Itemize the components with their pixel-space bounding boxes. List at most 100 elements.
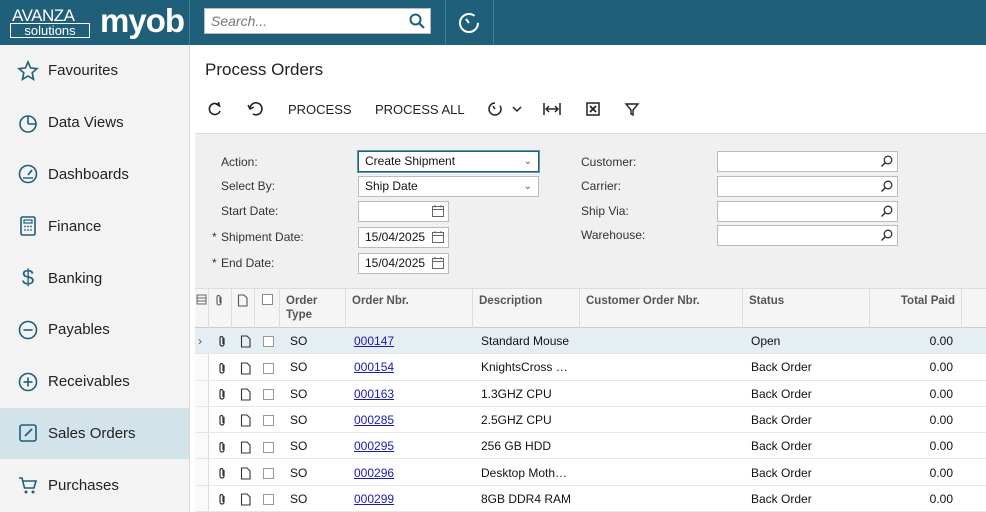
schedule-icon[interactable] xyxy=(487,93,503,125)
sidebar-item-receivables[interactable]: Receivables xyxy=(0,356,189,408)
sidebar-item-favourites[interactable]: Favourites xyxy=(0,45,189,97)
row-checkbox[interactable] xyxy=(263,407,275,433)
table-row[interactable]: › SO 000147 Standard Mouse Open 0.00 xyxy=(195,328,986,355)
process-button[interactable]: PROCESS xyxy=(288,101,352,117)
table-row[interactable]: SO 000154 KnightsCross … Back Order 0.00 xyxy=(195,354,986,381)
table-row[interactable]: SO 000295 256 GB HDD Back Order 0.00 xyxy=(195,433,986,460)
order-nbr-link[interactable]: 000154 xyxy=(354,360,395,375)
row-checkbox[interactable] xyxy=(263,381,275,407)
start-date-field[interactable] xyxy=(358,201,449,222)
order-type-cell: SO xyxy=(290,386,308,401)
dollar-icon: $ xyxy=(21,265,35,291)
search-icon[interactable] xyxy=(880,204,894,218)
row-checkbox[interactable] xyxy=(263,354,275,380)
sidebar-item-data-views[interactable]: Data Views xyxy=(0,97,189,149)
chevron-down-icon[interactable] xyxy=(512,93,522,125)
note-icon[interactable] xyxy=(240,407,252,433)
attachment-icon[interactable] xyxy=(217,486,229,512)
action-select[interactable]: Create Shipment ⌄ xyxy=(358,151,539,172)
calendar-icon[interactable] xyxy=(431,256,445,270)
note-icon[interactable] xyxy=(240,354,252,380)
filter-icon[interactable] xyxy=(624,93,640,125)
search-input[interactable] xyxy=(205,9,395,33)
company-logo[interactable]: AVANZA solutions myob xyxy=(0,0,190,45)
attachment-icon[interactable] xyxy=(217,328,229,354)
shipment-date-label: Shipment Date: xyxy=(221,230,304,244)
sidebar-item-banking[interactable]: $ Banking xyxy=(0,252,189,304)
table-row[interactable]: SO 000296 Desktop Moth… Back Order 0.00 xyxy=(195,460,986,486)
plus-circle-icon xyxy=(16,370,40,394)
note-icon[interactable] xyxy=(240,381,252,407)
table-row[interactable]: SO 000163 1.3GHZ CPU Back Order 0.00 xyxy=(195,381,986,407)
description-cell: Standard Mouse xyxy=(481,334,570,348)
calendar-icon[interactable] xyxy=(431,230,445,244)
attachment-icon[interactable] xyxy=(217,407,229,433)
table-row[interactable]: SO 000299 8GB DDR4 RAM Back Order 0.00 xyxy=(195,486,986,512)
undo-icon[interactable] xyxy=(246,93,264,125)
chevron-right-icon[interactable]: › xyxy=(198,334,202,348)
sidebar-item-purchases[interactable]: Purchases xyxy=(0,459,189,511)
attachment-icon[interactable] xyxy=(217,460,229,486)
customer-field[interactable] xyxy=(717,151,898,172)
grid-header: Order Type Order Nbr. Description Custom… xyxy=(195,288,986,329)
status-header[interactable]: Status xyxy=(743,289,870,329)
description-header[interactable]: Description xyxy=(473,289,580,329)
order-nbr-link[interactable]: 000295 xyxy=(354,439,395,454)
order-type-header[interactable]: Order Type xyxy=(280,289,346,329)
attachment-icon[interactable] xyxy=(217,381,229,407)
note-header-icon xyxy=(232,289,255,329)
order-nbr-link[interactable]: 000147 xyxy=(354,334,395,348)
excel-export-icon[interactable] xyxy=(585,93,601,125)
table-row[interactable]: SO 000285 2.5GHZ CPU Back Order 0.00 xyxy=(195,407,986,434)
customer-order-nbr-header[interactable]: Customer Order Nbr. xyxy=(580,289,743,329)
customer-order-nbr-cell xyxy=(587,433,737,459)
attachment-icon[interactable] xyxy=(217,354,229,380)
minus-circle-icon xyxy=(16,318,40,342)
order-nbr-cell: 000163 xyxy=(354,381,464,407)
history-icon[interactable] xyxy=(456,10,482,36)
sidebar-item-payables[interactable]: Payables xyxy=(0,304,189,356)
note-icon[interactable] xyxy=(240,460,252,486)
required-mark: * xyxy=(212,256,217,270)
order-type-cell: SO xyxy=(290,465,308,480)
end-date-field[interactable]: 15/04/2025 xyxy=(358,253,449,274)
sidebar-item-sales-orders[interactable]: Sales Orders xyxy=(0,407,189,460)
order-nbr-link[interactable]: 000163 xyxy=(354,386,395,401)
ship-via-field[interactable] xyxy=(717,201,898,222)
total-paid-cell: 0.00 xyxy=(929,412,953,427)
search-icon[interactable] xyxy=(880,179,894,193)
attachment-icon[interactable] xyxy=(217,433,229,459)
row-checkbox[interactable] xyxy=(263,433,275,459)
search-icon[interactable] xyxy=(408,12,426,30)
select-by-select[interactable]: Ship Date ⌄ xyxy=(358,176,539,197)
shipment-date-field[interactable]: 15/04/2025 xyxy=(358,227,449,248)
row-checkbox[interactable] xyxy=(263,486,275,512)
order-nbr-link[interactable]: 000285 xyxy=(354,412,395,427)
row-checkbox[interactable] xyxy=(263,328,275,354)
note-icon[interactable] xyxy=(240,486,252,512)
start-date-label: Start Date: xyxy=(221,204,279,218)
carrier-field[interactable] xyxy=(717,176,898,197)
search-icon[interactable] xyxy=(880,228,894,242)
calendar-icon[interactable] xyxy=(431,204,445,218)
warehouse-field[interactable] xyxy=(717,225,898,246)
sidebar-item-dashboards[interactable]: Dashboards xyxy=(0,149,189,201)
grid-settings-icon[interactable] xyxy=(195,289,209,329)
sidebar-item-finance[interactable]: Finance xyxy=(0,200,189,252)
order-nbr-link[interactable]: 000299 xyxy=(354,491,395,506)
select-all-checkbox[interactable] xyxy=(255,289,280,329)
note-icon[interactable] xyxy=(240,433,252,459)
order-type-cell: SO xyxy=(290,412,308,427)
search-icon[interactable] xyxy=(880,154,894,168)
sidebar-item-label: Finance xyxy=(48,217,102,235)
process-all-button[interactable]: PROCESS ALL xyxy=(375,101,465,117)
refresh-icon[interactable] xyxy=(206,93,224,125)
order-nbr-link[interactable]: 000296 xyxy=(354,465,395,480)
customer-order-nbr-cell xyxy=(587,381,737,407)
fit-width-icon[interactable] xyxy=(543,93,561,125)
total-paid-header[interactable]: Total Paid xyxy=(870,289,962,329)
note-icon[interactable] xyxy=(240,328,252,354)
description-cell: KnightsCross … xyxy=(481,360,568,375)
row-checkbox[interactable] xyxy=(263,460,275,486)
order-nbr-header[interactable]: Order Nbr. xyxy=(346,289,473,329)
